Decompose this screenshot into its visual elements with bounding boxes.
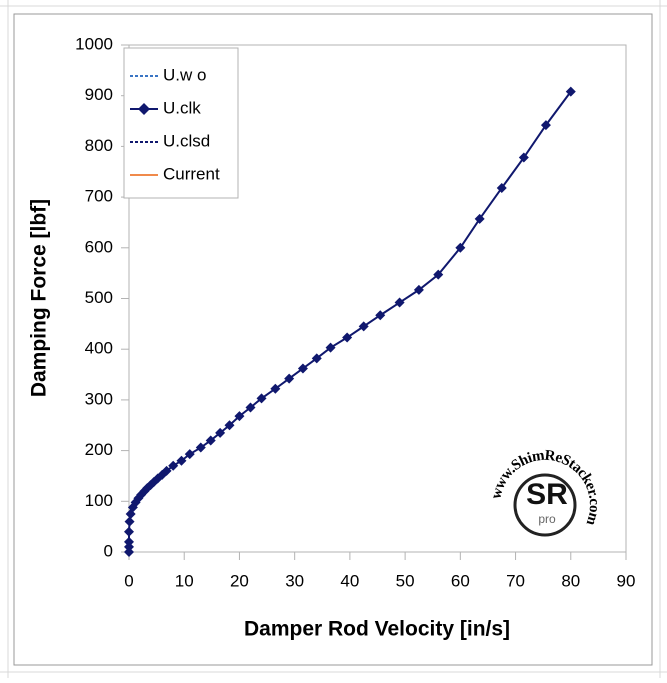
x-tick-label: 90 (617, 571, 636, 590)
point (124, 516, 135, 527)
point (455, 242, 466, 253)
point (413, 284, 424, 295)
point (518, 152, 529, 163)
point (256, 393, 267, 404)
point (124, 526, 134, 537)
point (124, 536, 134, 547)
logo-sub: pro (538, 512, 556, 526)
y-tick-label: 400 (85, 339, 113, 358)
x-tick-label: 20 (230, 571, 249, 590)
x-tick-label: 30 (285, 571, 304, 590)
legend-box (123, 47, 239, 199)
x-tick-label: 10 (175, 571, 194, 590)
point (176, 455, 187, 466)
logo-ring (513, 473, 577, 537)
legend-label: U.clk (163, 98, 201, 117)
point (205, 435, 216, 446)
point (195, 442, 206, 453)
y-tick-label: 800 (85, 136, 113, 155)
x-tick-label: 0 (124, 571, 133, 590)
point (215, 427, 226, 438)
point (433, 269, 444, 280)
point (168, 460, 179, 471)
point (311, 353, 322, 364)
y-tick-label: 200 (85, 440, 113, 459)
y-tick-label: 1000 (75, 34, 113, 53)
legend-label: U.w o (163, 65, 206, 84)
y-tick-label: 700 (85, 187, 113, 206)
y-tick-label: 300 (85, 389, 113, 408)
point (496, 182, 507, 193)
point (284, 373, 295, 384)
point (234, 411, 245, 422)
point (394, 297, 405, 308)
legend-label: U.clsd (163, 131, 210, 150)
point (342, 332, 353, 343)
y-tick-label: 0 (104, 541, 113, 560)
point (540, 120, 551, 131)
x-tick-label: 70 (506, 571, 525, 590)
point (124, 547, 134, 557)
point (245, 402, 256, 413)
point (161, 465, 172, 476)
point (375, 310, 386, 321)
logo-text: SR (526, 478, 568, 511)
point (565, 86, 576, 97)
x-tick-label: 80 (561, 571, 580, 590)
point (297, 363, 308, 374)
point (184, 449, 195, 460)
x-tick-label: 40 (340, 571, 359, 590)
legend-marker (138, 103, 150, 115)
point (474, 213, 485, 224)
x-tick-label: 50 (396, 571, 415, 590)
point (270, 383, 281, 394)
point (358, 321, 369, 332)
legend: U.w o U.clk U.clsd Current (123, 47, 239, 199)
legend-label: Current (163, 164, 220, 183)
x-tick-label: 60 (451, 571, 470, 590)
y-tick-label: 500 (85, 288, 113, 307)
y-tick-label: 100 (85, 491, 113, 510)
point (224, 420, 235, 431)
y-tick-label: 900 (85, 85, 113, 104)
y-axis-label: Damping Force [lbf] (28, 199, 51, 397)
x-axis-label: Damper Rod Velocity [in/s] (244, 618, 510, 641)
point (124, 541, 134, 552)
point (325, 342, 336, 353)
y-tick-label: 600 (85, 237, 113, 256)
